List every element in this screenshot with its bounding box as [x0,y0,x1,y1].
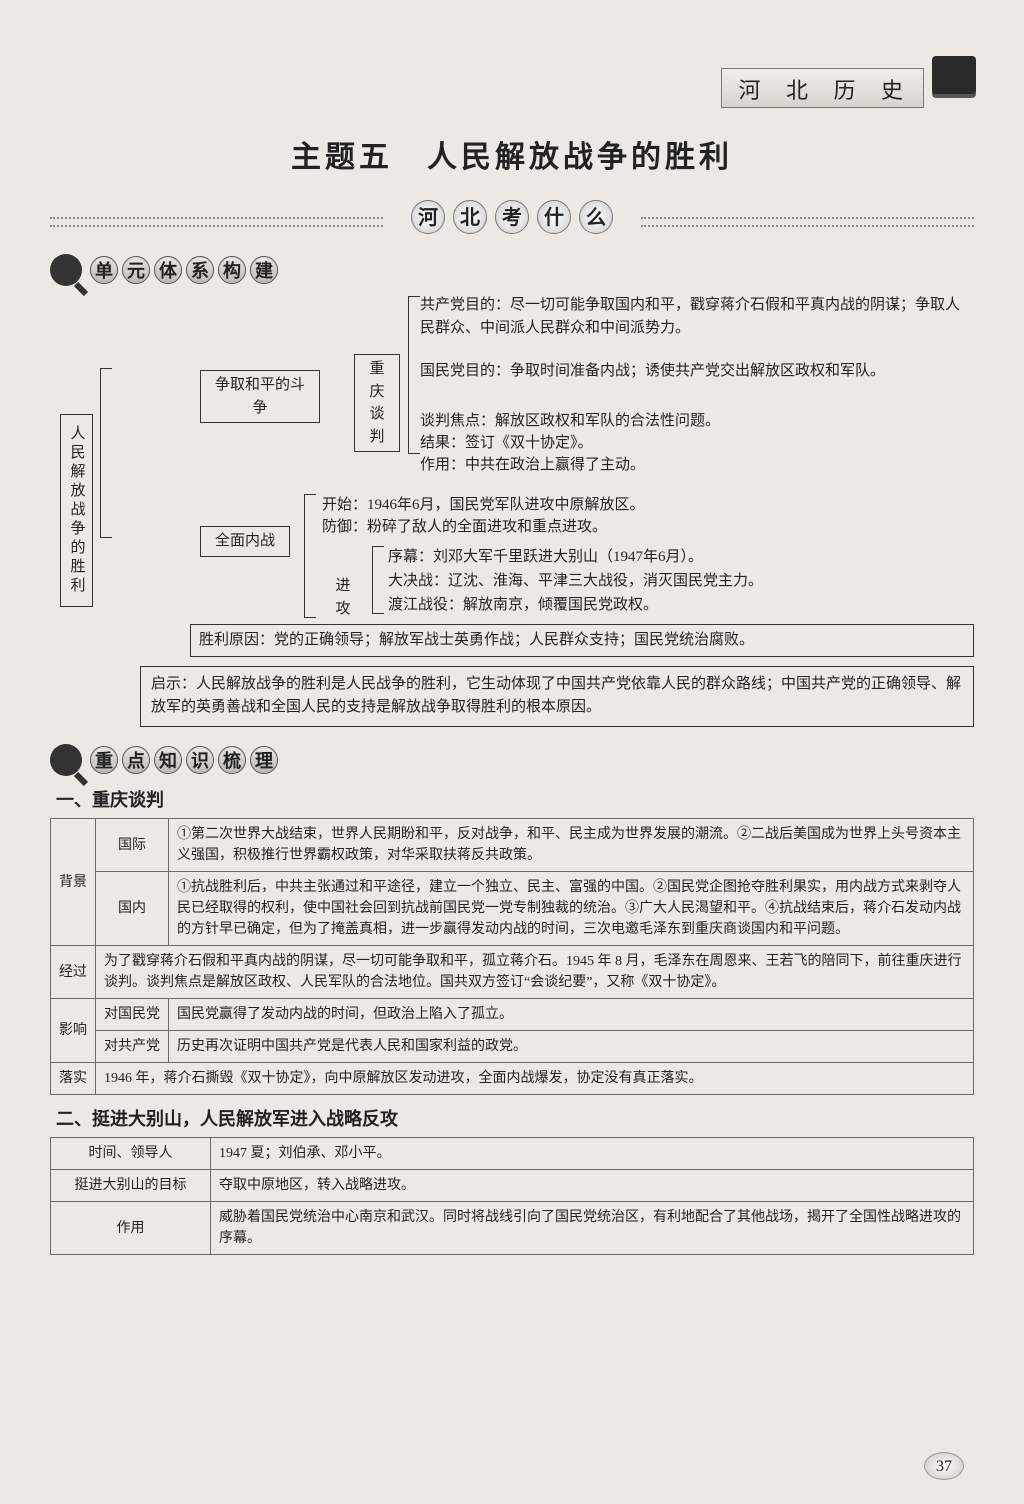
page-number: 37 [924,1452,964,1480]
head-char: 理 [250,746,278,774]
table-row: 经过 为了戳穿蒋介石假和平真内战的阴谋，尽一切可能争取和平，孤立蒋介石。1945… [51,946,974,999]
book-icon [932,56,976,94]
section-1-head: 单 元 体 系 构 建 [50,254,974,286]
band-char: 河 [411,200,445,234]
table-1-title: 一、重庆谈判 [56,786,974,812]
table-row: 影响 对国民党 国民党赢得了发动内战的时间，但政治上陷入了孤立。 [51,999,974,1031]
head-char: 体 [154,256,182,284]
section-2-head: 重 点 知 识 梳 理 [50,744,974,776]
band-char: 考 [495,200,529,234]
subject-label: 河 北 历 史 [721,68,924,108]
brace-icon [372,546,384,614]
table-row: 挺进大别山的目标 夺取中原地区，转入战略进攻。 [51,1170,974,1202]
subtitle-band: 河 北 考 什 么 [50,200,974,234]
band-char: 北 [453,200,487,234]
cell: 1946 年，蒋介石撕毁《双十协定》，向中原解放区发动进攻，全面内战爆发，协定没… [96,1063,974,1095]
table-row: 落实 1946 年，蒋介石撕毁《双十协定》，向中原解放区发动进攻，全面内战爆发，… [51,1063,974,1095]
cell: 对国民党 [96,999,169,1031]
diagram-text: 国民党目的：争取时间准备内战；诱使共产党交出解放区政权和军队。 [420,360,974,383]
head-char: 重 [90,746,118,774]
brace-icon [100,368,112,538]
cell: ①抗战胜利后，中共主张通过和平途径，建立一个独立、民主、富强的中国。②国民党企图… [169,872,974,946]
diagram-text: 防御：粉碎了敌人的全面进攻和重点进攻。 [322,516,974,539]
cell: 作用 [51,1202,211,1255]
diagram-node: 争取和平的斗争 [200,370,320,423]
table-row: 背景 国际 ①第二次世界大战结束，世界人民期盼和平，反对战争，和平、民主成为世界… [51,819,974,872]
diagram-text: 序幕：刘邓大军千里跃进大别山（1947年6月）。 [388,546,974,569]
head-char: 构 [218,256,246,284]
cell: 背景 [51,819,96,946]
diagram-text: 作用：中共在政治上赢得了主动。 [420,454,974,477]
head-char: 系 [186,256,214,284]
table-row: 国内 ①抗战胜利后，中共主张通过和平途径，建立一个独立、民主、富强的中国。②国民… [51,872,974,946]
diagram-root: 人民解放战争的胜利 [60,414,93,607]
table-2-title: 二、挺进大别山，人民解放军进入战略反攻 [56,1105,974,1131]
head-char: 点 [122,746,150,774]
cell: 落实 [51,1063,96,1095]
table-2: 时间、领导人 1947 夏；刘伯承、邓小平。 挺进大别山的目标 夺取中原地区，转… [50,1137,974,1255]
diagram-node: 重 庆 谈 判 [354,354,400,452]
diagram-reason: 胜利原因：党的正确领导；解放军战士英勇作战；人民群众支持；国民党统治腐败。 [190,624,974,657]
cell: 国内 [96,872,169,946]
diagram-text: 开始：1946年6月，国民党军队进攻中原解放区。 [322,494,974,517]
cell: ①第二次世界大战结束，世界人民期盼和平，反对战争，和平、民主成为世界发展的潮流。… [169,819,974,872]
band-char: 么 [579,200,613,234]
head-char: 识 [186,746,214,774]
cell: 1947 夏；刘伯承、邓小平。 [211,1138,974,1170]
diagram-text: 大决战：辽沈、淮海、平津三大战役，消灭国民党主力。 [388,570,974,593]
table-row: 时间、领导人 1947 夏；刘伯承、邓小平。 [51,1138,974,1170]
brace-icon [408,296,420,454]
table-row: 作用 威胁着国民党统治中心南京和武汉。同时将战线引向了国民党统治区，有利地配合了… [51,1202,974,1255]
head-char: 梳 [218,746,246,774]
table-row: 对共产党 历史再次证明中国共产党是代表人民和国家利益的政党。 [51,1031,974,1063]
diagram-text: 共产党目的：尽一切可能争取国内和平，戳穿蒋介石假和平真内战的阴谋；争取人民群众、… [420,294,974,339]
page-title: 主题五 人民解放战争的胜利 [50,132,974,176]
cell: 为了戳穿蒋介石假和平真内战的阴谋，尽一切可能争取和平，孤立蒋介石。1945 年 … [96,946,974,999]
diagram-text: 渡江战役：解放南京，倾覆国民党政权。 [388,594,974,617]
diagram-node: 进攻 [322,572,364,623]
head-char: 建 [250,256,278,284]
cell: 威胁着国民党统治中心南京和武汉。同时将战线引向了国民党统治区，有利地配合了其他战… [211,1202,974,1255]
cell: 挺进大别山的目标 [51,1170,211,1202]
head-char: 知 [154,746,182,774]
band-char: 什 [537,200,571,234]
cell: 经过 [51,946,96,999]
structure-diagram: 人民解放战争的胜利 争取和平的斗争 重 庆 谈 判 共产党目的：尽一切可能争取国… [50,294,974,734]
cell: 对共产党 [96,1031,169,1063]
cell: 国际 [96,819,169,872]
cell: 夺取中原地区，转入战略进攻。 [211,1170,974,1202]
head-char: 单 [90,256,118,284]
diagram-node: 全面内战 [200,526,290,557]
table-1: 背景 国际 ①第二次世界大战结束，世界人民期盼和平，反对战争，和平、民主成为世界… [50,818,974,1095]
cell: 影响 [51,999,96,1063]
magnifier-icon [50,744,82,776]
diagram-insight: 启示：人民解放战争的胜利是人民战争的胜利，它生动体现了中国共产党依靠人民的群众路… [140,666,974,727]
cell: 历史再次证明中国共产党是代表人民和国家利益的政党。 [169,1031,974,1063]
head-char: 元 [122,256,150,284]
diagram-text: 结果：签订《双十协定》。 [420,432,974,455]
magnifier-icon [50,254,82,286]
brace-icon [304,494,316,618]
cell: 时间、领导人 [51,1138,211,1170]
cell: 国民党赢得了发动内战的时间，但政治上陷入了孤立。 [169,999,974,1031]
diagram-text: 谈判焦点：解放区政权和军队的合法性问题。 [420,410,974,433]
